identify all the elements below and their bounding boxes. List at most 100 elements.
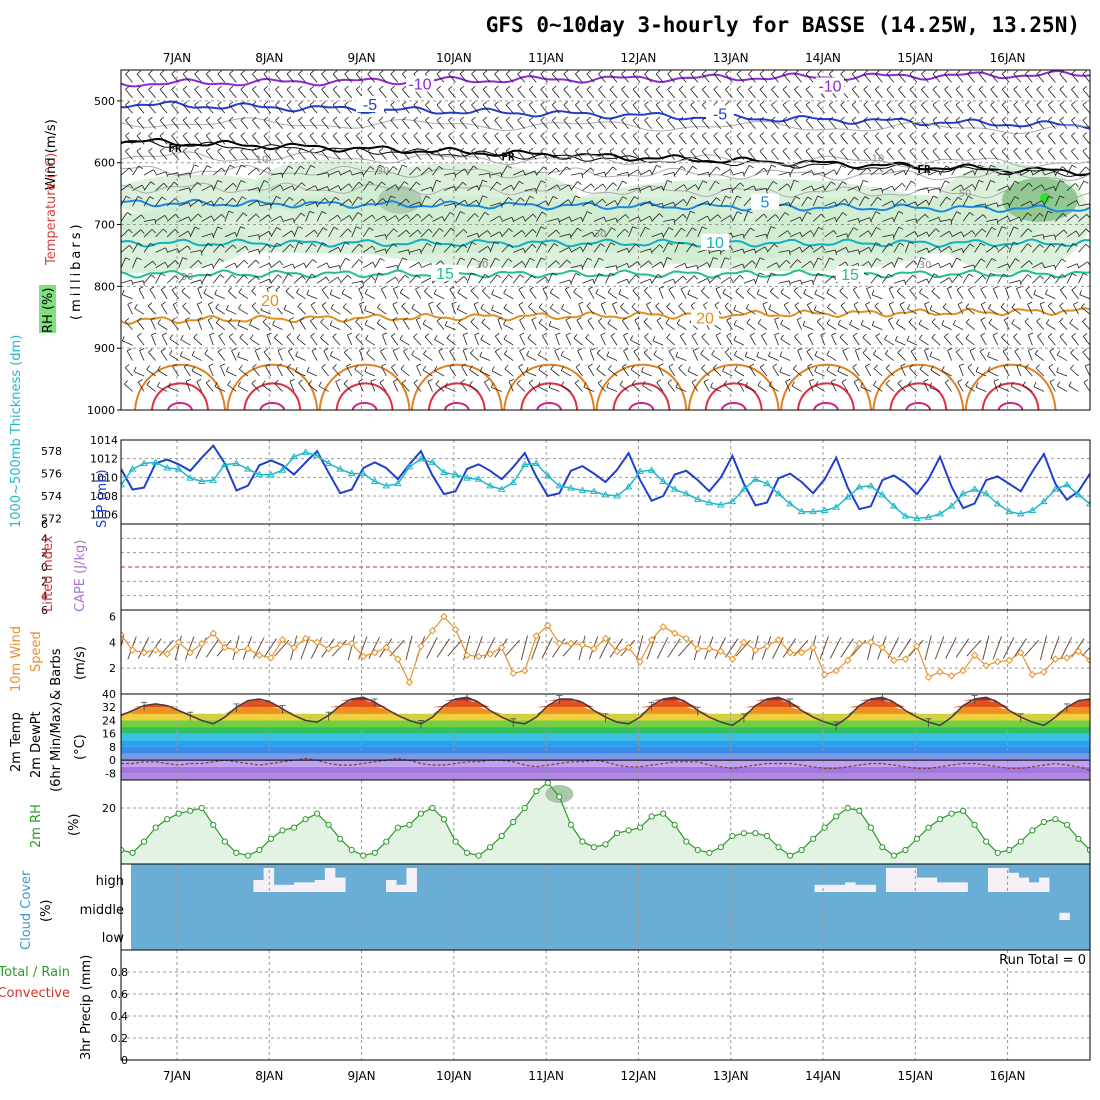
wind-barb [1037, 335, 1045, 346]
bottom-date-labels: 7JAN 8JAN 9JAN 10JAN 11JAN 12JAN 13JAN 14JAN 15J… [163, 1069, 1026, 1083]
wind-barb-flag [1033, 289, 1037, 295]
wind-barb [755, 188, 767, 191]
wind-barb-flag [211, 200, 215, 206]
wind-barb-flag [598, 85, 603, 90]
wind-barb-flag [240, 101, 245, 106]
wind-barb [908, 384, 918, 392]
wind-barb-flag [369, 181, 374, 185]
wind10m-speed-point [636, 657, 644, 666]
wind-barb-flag [288, 165, 294, 170]
wind-barb [1009, 279, 1020, 284]
wind-barb [782, 73, 791, 83]
wind-barb-flag [782, 132, 788, 137]
wind-barb-flag [390, 116, 395, 121]
wind-barb [469, 369, 479, 377]
wind-barb-flag [495, 257, 500, 261]
wind-barb [166, 214, 176, 222]
wind-barb [363, 214, 373, 222]
wind-barb-flag [858, 249, 861, 255]
wind-barb-flag [392, 348, 398, 351]
wind-barb [390, 336, 399, 346]
wind-barb-flag [542, 332, 547, 336]
wind-barb [194, 150, 203, 160]
wind-barb [212, 243, 221, 253]
wind-barb [411, 354, 422, 361]
wind-barb-flag [529, 257, 535, 261]
wind-barb-flag [707, 278, 711, 283]
wind-barb [436, 89, 445, 99]
wind-barb [893, 226, 900, 238]
wind-barb [870, 167, 880, 176]
wind-barb-flag [800, 279, 803, 285]
wind-barb [155, 261, 166, 269]
wind-barb-flag [898, 226, 904, 230]
top-date-13jan: 13JAN [713, 51, 749, 65]
wind-barb-flag [625, 214, 630, 219]
wind-barb-flag [1048, 116, 1053, 121]
wind-barb [575, 73, 583, 83]
wind-barb-flag [198, 199, 203, 205]
wind-barb-flag [807, 196, 813, 200]
wind-barb-flag [577, 181, 582, 185]
wind-barb-flag [298, 241, 304, 245]
wind-barb [402, 89, 410, 99]
wind-barb-flag [240, 116, 245, 121]
wind-barb-flag [385, 234, 387, 240]
wind-barb-flag [275, 116, 280, 121]
wind-barb [759, 150, 768, 160]
wind-barb-flag [193, 333, 198, 338]
slp-tick-1008: 1008 [90, 490, 118, 503]
precip-tick: 0.4 [111, 1010, 129, 1023]
wind10m-speed-point [832, 667, 840, 675]
wind-barb-flag [552, 196, 558, 200]
wind-barb [339, 198, 350, 207]
wind-barb [121, 229, 130, 238]
wind-barb-flag [208, 363, 214, 367]
wind-barb-flag [378, 116, 384, 121]
cloud-high-bar [335, 877, 346, 892]
wind-barb-flag [774, 317, 780, 320]
wind-barb-flag [204, 349, 209, 354]
wind-barb [686, 184, 696, 191]
wind-barb [1020, 274, 1028, 284]
wind-barb-flag [169, 334, 173, 339]
wind-barb [436, 73, 445, 83]
wind-barb [390, 150, 399, 160]
wind-barb-flag [736, 147, 741, 152]
wind-barb-flag [367, 70, 372, 75]
wind-barb-flag [505, 132, 511, 137]
wind-barb-flag [780, 319, 784, 325]
wind-barb-flag [154, 219, 157, 225]
wind-barb-flag [171, 101, 176, 106]
wind-barb [801, 279, 813, 284]
wind-barb [235, 226, 241, 238]
wind-barb-flag [1041, 200, 1045, 206]
wind10m-tick-2: 2 [109, 662, 116, 675]
wind-barb [390, 73, 399, 83]
precip-frame [120, 949, 1091, 1061]
wind-barb [872, 325, 883, 331]
wind-barb-flag [865, 301, 870, 305]
wind-barb-flag [632, 101, 638, 106]
wind-barb-flag [479, 366, 483, 372]
wind-barb [159, 73, 168, 83]
wind-barb-flag [851, 85, 857, 90]
wind-barb [643, 352, 652, 361]
wind-barb [1089, 251, 1090, 253]
wind-barb-flag [540, 147, 545, 152]
cloud-high-bar [957, 882, 968, 892]
wind-barb [143, 229, 153, 238]
wind-barb [390, 135, 399, 145]
lifted-tick: 6 [41, 604, 48, 617]
wind-barb-flag [944, 101, 949, 106]
wind-barb [1055, 258, 1063, 269]
wind-barb [547, 273, 553, 284]
wind-barb-flag [358, 259, 363, 264]
wind-barb [494, 89, 502, 99]
wind-barb [724, 352, 733, 361]
wind-barb [311, 350, 318, 361]
wind-barb-flag [205, 85, 211, 90]
wind-barb-flag [805, 85, 811, 90]
wind10m-speed-point [128, 646, 137, 654]
wind-barb [609, 120, 618, 129]
